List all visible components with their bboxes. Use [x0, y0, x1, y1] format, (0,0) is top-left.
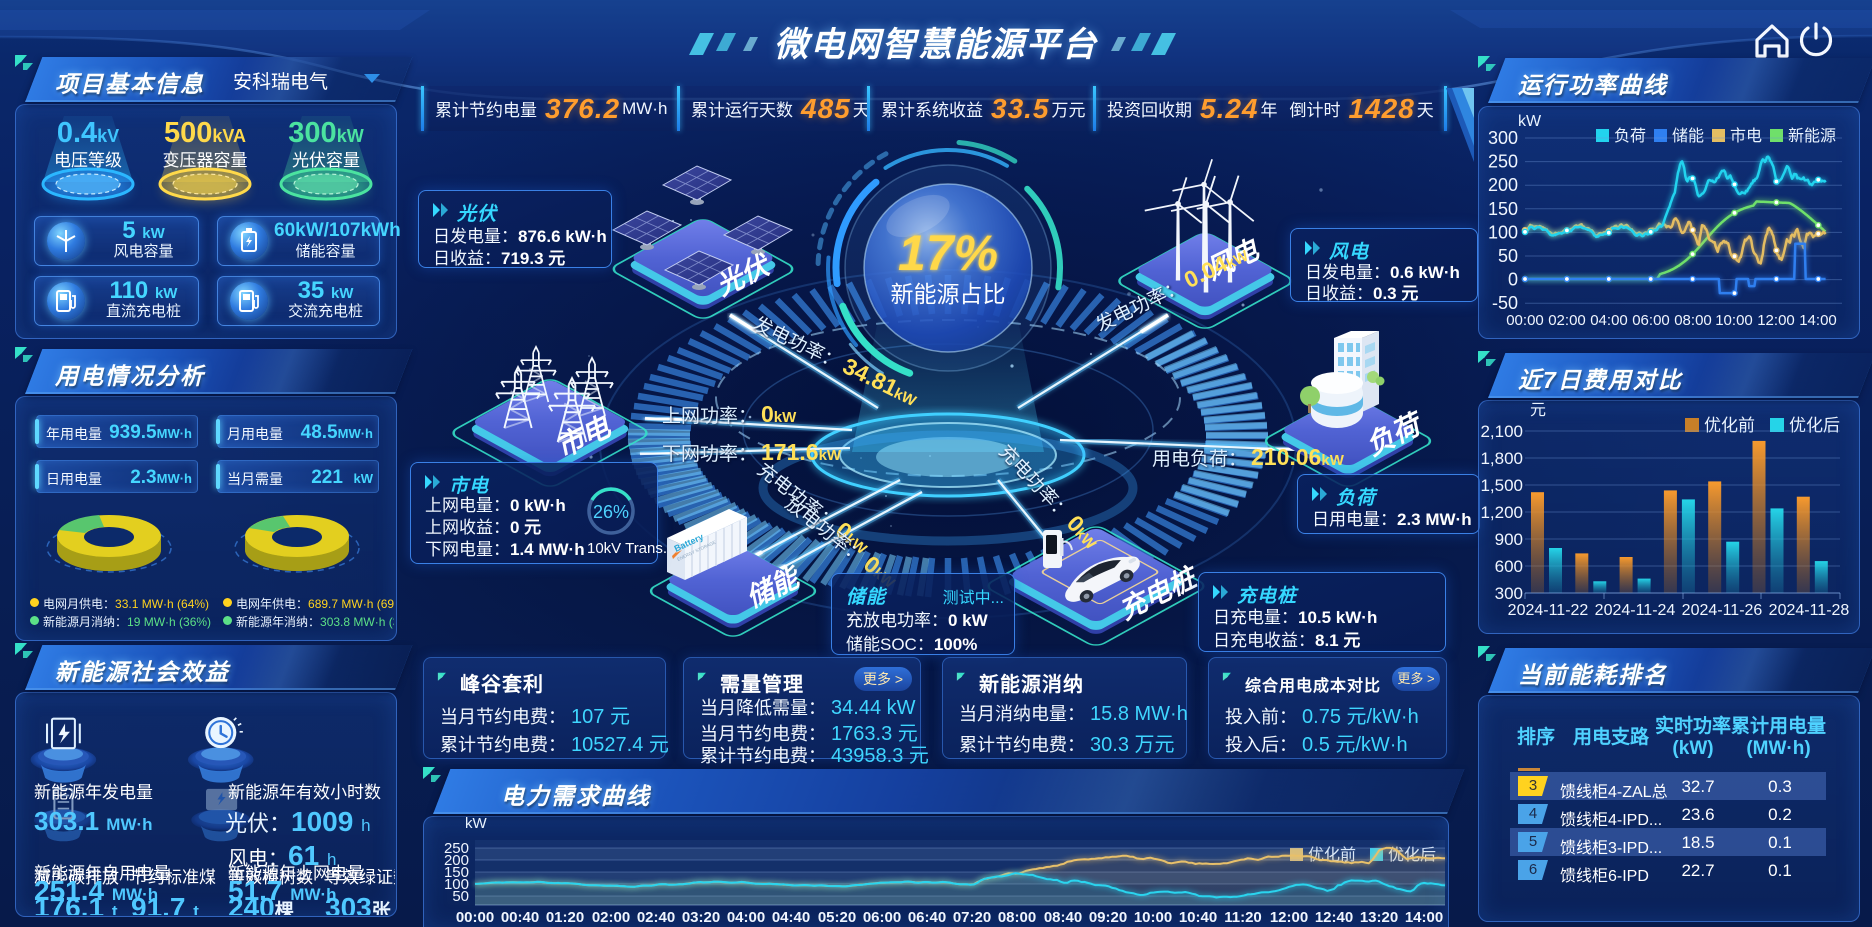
svg-text:11:20: 11:20	[1224, 909, 1262, 926]
svg-text:600: 600	[1495, 557, 1523, 576]
svg-text:2024-11-22: 2024-11-22	[1508, 602, 1589, 619]
svg-text:10:00: 10:00	[1715, 312, 1753, 329]
svg-text:00:00: 00:00	[1506, 312, 1544, 329]
svg-text:2,100: 2,100	[1480, 422, 1523, 441]
svg-text:1,800: 1,800	[1480, 449, 1523, 468]
svg-text:2024-11-24: 2024-11-24	[1595, 602, 1676, 619]
svg-text:09:20: 09:20	[1089, 909, 1127, 926]
svg-text:新能源占比: 新能源占比	[891, 281, 1006, 307]
svg-text:0: 0	[1508, 270, 1518, 290]
svg-text:10:00: 10:00	[1134, 909, 1172, 926]
svg-text:300: 300	[1495, 584, 1523, 603]
svg-text:04:00: 04:00	[727, 909, 765, 926]
svg-text:00:00: 00:00	[456, 909, 494, 926]
svg-text:市电: 市电	[1730, 127, 1762, 145]
svg-text:12:00: 12:00	[1270, 909, 1308, 926]
svg-text:13:20: 13:20	[1360, 909, 1398, 926]
svg-text:00:40: 00:40	[501, 909, 539, 926]
svg-text:优化后: 优化后	[1388, 846, 1436, 864]
svg-text:17%: 17%	[898, 225, 998, 281]
svg-text:优化后: 优化后	[1789, 416, 1840, 435]
svg-text:04:40: 04:40	[772, 909, 810, 926]
svg-text:06:40: 06:40	[908, 909, 946, 926]
svg-text:2024-11-26: 2024-11-26	[1682, 602, 1763, 619]
svg-text:02:40: 02:40	[637, 909, 675, 926]
svg-text:200: 200	[1488, 175, 1518, 195]
svg-text:05:20: 05:20	[818, 909, 856, 926]
svg-text:100: 100	[444, 876, 469, 893]
svg-text:1,500: 1,500	[1480, 476, 1523, 495]
svg-text:01:20: 01:20	[546, 909, 584, 926]
svg-text:26%: 26%	[593, 502, 629, 522]
svg-text:元: 元	[1530, 402, 1546, 419]
svg-text:300: 300	[1488, 128, 1518, 148]
svg-text:kW: kW	[1518, 113, 1542, 130]
svg-text:0kW: 0kW	[761, 401, 797, 427]
svg-text:优化前: 优化前	[1704, 416, 1755, 435]
svg-text:08:00: 08:00	[998, 909, 1036, 926]
svg-text:新能源: 新能源	[1788, 127, 1836, 145]
svg-text:250: 250	[444, 840, 469, 857]
svg-text:微电网智慧能源平台: 微电网智慧能源平台	[774, 26, 1098, 64]
svg-text:负荷: 负荷	[1614, 127, 1646, 145]
svg-text:200: 200	[444, 852, 469, 869]
svg-text:150: 150	[444, 864, 469, 881]
svg-text:kW: kW	[465, 816, 488, 832]
svg-text:08:40: 08:40	[1044, 909, 1082, 926]
svg-text:02:00: 02:00	[1548, 312, 1586, 329]
svg-text:用电负荷：: 用电负荷：	[1152, 448, 1247, 470]
svg-text:07:20: 07:20	[953, 909, 991, 926]
svg-text:2024-11-28: 2024-11-28	[1769, 602, 1850, 619]
svg-text:100: 100	[1488, 222, 1518, 242]
svg-text:10:40: 10:40	[1179, 909, 1217, 926]
svg-text:08:00: 08:00	[1674, 312, 1712, 329]
svg-text:12:00: 12:00	[1757, 312, 1795, 329]
svg-text:储能: 储能	[1672, 127, 1704, 145]
svg-text:06:00: 06:00	[863, 909, 901, 926]
svg-text:03:20: 03:20	[682, 909, 720, 926]
svg-text:250: 250	[1488, 152, 1518, 172]
svg-text:900: 900	[1495, 530, 1523, 549]
svg-text:50: 50	[1498, 246, 1518, 266]
svg-text:06:00: 06:00	[1632, 312, 1670, 329]
svg-text:04:00: 04:00	[1590, 312, 1628, 329]
svg-text:12:40: 12:40	[1315, 909, 1353, 926]
svg-text:14:00: 14:00	[1799, 312, 1837, 329]
svg-text:02:00: 02:00	[592, 909, 630, 926]
svg-text:150: 150	[1488, 199, 1518, 219]
svg-text:14:00: 14:00	[1405, 909, 1443, 926]
svg-text:50: 50	[452, 888, 469, 905]
svg-text:下网功率：: 下网功率：	[662, 443, 757, 465]
svg-text:上网功率：: 上网功率：	[662, 405, 757, 427]
svg-text:1,200: 1,200	[1480, 503, 1523, 522]
svg-text:-50: -50	[1492, 293, 1518, 313]
